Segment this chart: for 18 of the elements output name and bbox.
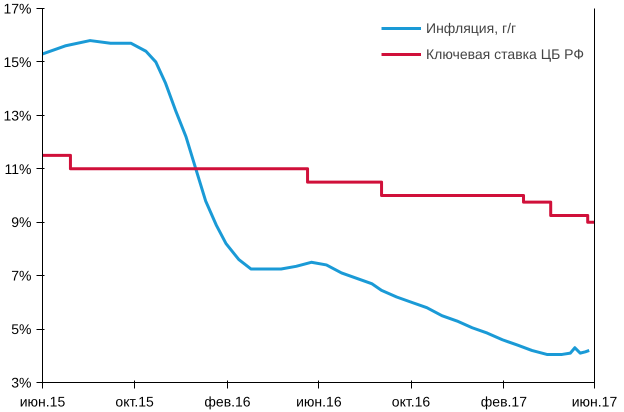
x-tick-label: июн.15 — [20, 394, 66, 410]
y-tick-label: 13% — [3, 107, 32, 124]
line-series — [42, 39, 591, 356]
y-tick-label: 3% — [11, 374, 32, 390]
x-tick-label: июн.17 — [572, 394, 618, 410]
y-tick-label: 9% — [11, 214, 32, 230]
x-tick-label: июн.16 — [296, 394, 342, 410]
legend-label: Инфляция, г/г — [426, 20, 516, 36]
x-tick-label: фев.16 — [204, 394, 251, 410]
y-tick-label: 7% — [11, 268, 32, 284]
y-tick-label: 15% — [3, 54, 32, 70]
y-tick-label: 5% — [11, 321, 32, 338]
x-tick-label: окт.16 — [392, 394, 430, 410]
y-tick-label: 17% — [3, 0, 32, 16]
y-tick-label: 11% — [4, 160, 32, 177]
legend-label: Ключевая ставка ЦБ РФ — [426, 46, 584, 62]
x-tick-label: окт.15 — [115, 394, 154, 410]
x-tick-label: фев.17 — [480, 394, 528, 410]
